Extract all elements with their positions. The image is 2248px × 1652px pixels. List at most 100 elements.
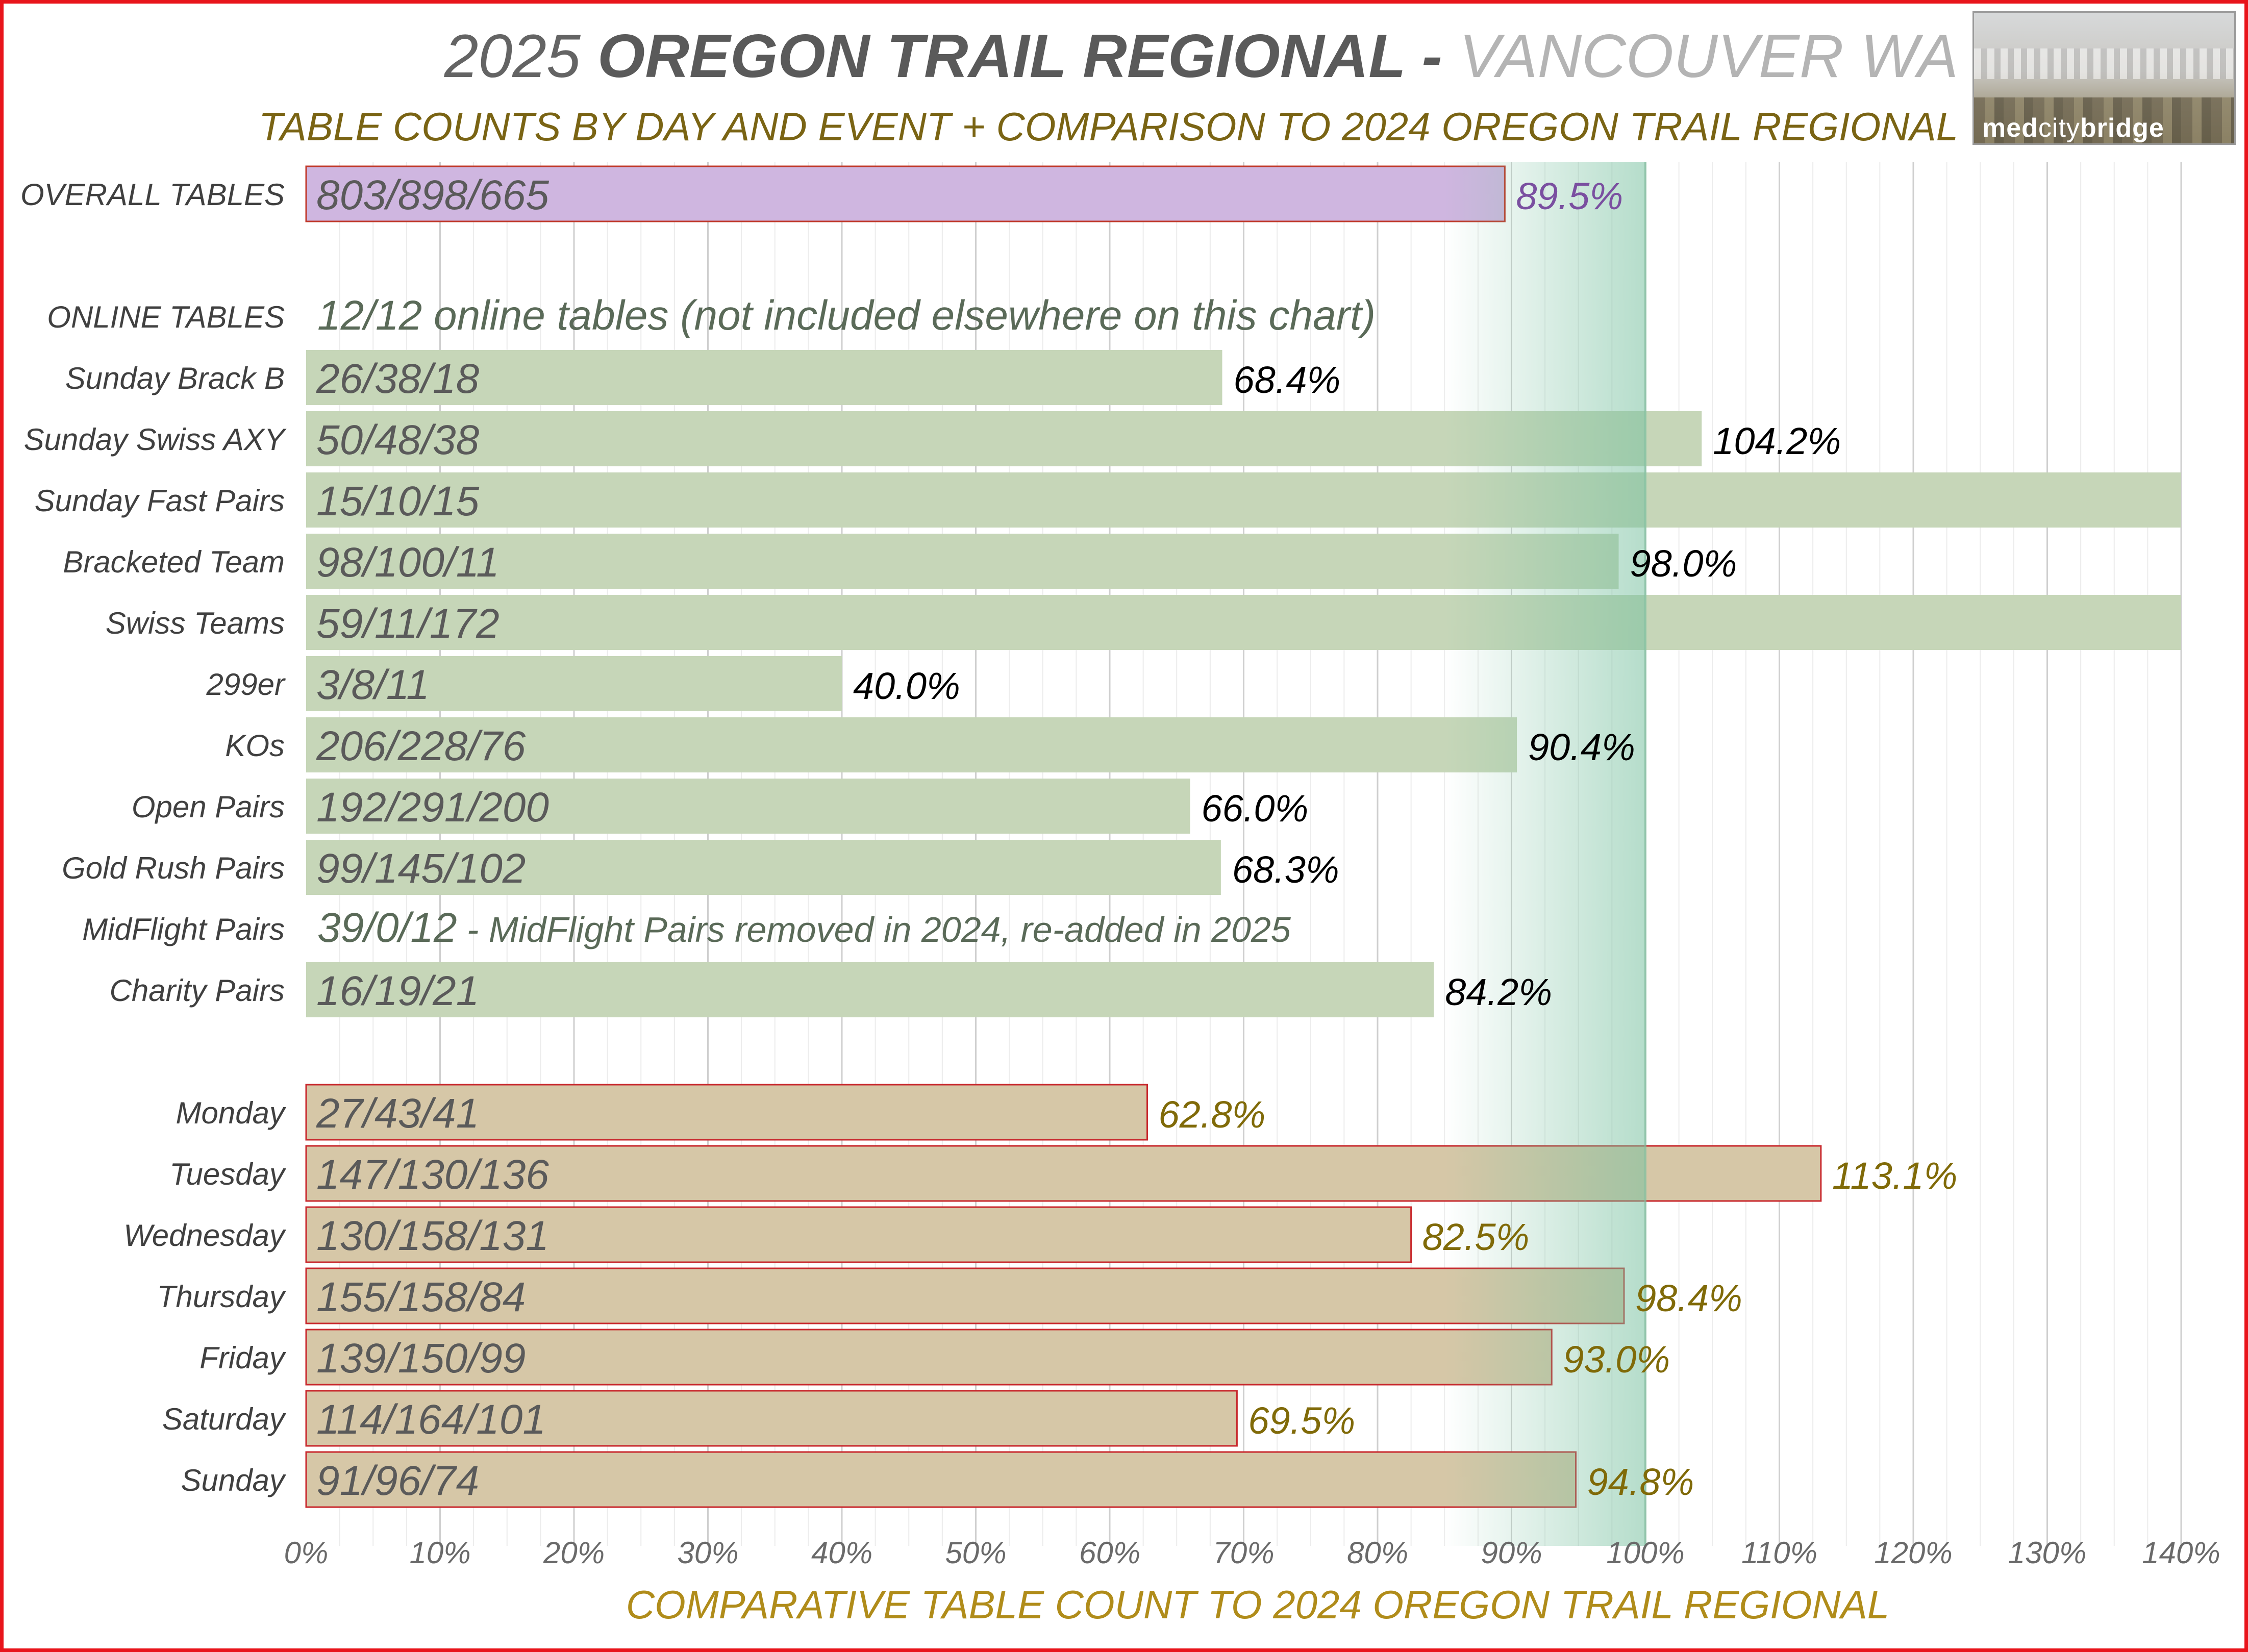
bar-day: [305, 1451, 1577, 1508]
logo-brand-bridge: bridge: [2080, 113, 2164, 143]
bar-value-label: 99/145/102: [316, 845, 526, 892]
bar-labels: 803/898/665 89.5% 12/12 online tables (not…: [316, 172, 1957, 1504]
bar-value-label: 15/10/15: [316, 478, 480, 524]
bar-value-label: 147/130/136: [316, 1152, 549, 1198]
x-tick-label: 100%: [1606, 1536, 1684, 1570]
category-label: Wednesday: [123, 1218, 287, 1253]
category-label: Sunday: [181, 1463, 287, 1497]
bar-percent-label: 93.0%: [1563, 1338, 1670, 1381]
bar-percent-label: 66.0%: [1202, 787, 1309, 830]
bar-event: [306, 656, 842, 711]
medcitybridge-logo: medcitybridge: [1972, 11, 2236, 145]
bar-percent-label: 113.1%: [1832, 1155, 1958, 1197]
category-label: Charity Pairs: [110, 973, 285, 1008]
note-text: - MidFlight Pairs removed in 2024, re-ad…: [457, 910, 1291, 949]
bar-value-label: 139/150/99: [316, 1335, 526, 1382]
bar-value-label: 50/48/38: [316, 417, 480, 463]
chart-title: 2025 OREGON TRAIL REGIONAL - VANCOUVER W…: [444, 20, 1958, 92]
bar-event: [306, 840, 1221, 895]
bar-value-label: 27/43/41: [316, 1090, 479, 1137]
category-label: Bracketed Team: [63, 545, 285, 579]
bar-percent-label: 90.4%: [1528, 726, 1635, 768]
bar-value-label: 192/291/200: [316, 784, 549, 831]
bar-value-label: 155/158/84: [316, 1274, 526, 1320]
bar-value-label: 130/158/131: [316, 1213, 549, 1259]
bar-percent-label: 98.4%: [1635, 1277, 1742, 1319]
bar-day: [305, 1390, 1238, 1447]
bar-percent-label: 104.2%: [1713, 420, 1841, 462]
bar-event: [306, 779, 1190, 834]
category-label: OVERALL TABLES: [20, 178, 285, 212]
bar-day: [305, 1329, 1553, 1386]
bar-day: [305, 1267, 1625, 1324]
hundred-percent-band: [1444, 162, 1646, 1546]
bar-percent-label: 40.0%: [853, 665, 960, 707]
bar-value-label: 16/19/21: [316, 968, 479, 1014]
title-year: 2025: [444, 22, 598, 90]
bar-event: [306, 350, 1222, 405]
x-tick-label: 70%: [1213, 1536, 1274, 1570]
note-counts: 12/12 online tables (not included elsewh…: [317, 292, 1376, 339]
x-tick-label: 90%: [1481, 1536, 1542, 1570]
bar-value-label: 98/100/11: [316, 539, 499, 586]
bar-percent-label: 89.5%: [1516, 175, 1623, 217]
category-label: Monday: [176, 1096, 287, 1130]
logo-brand-text: medcitybridge: [1982, 113, 2164, 143]
bar-event: [306, 534, 1619, 589]
x-tick-label: 10%: [409, 1536, 470, 1570]
hundred-percent-shade: [1444, 162, 1645, 1546]
category-label: Open Pairs: [132, 790, 285, 824]
category-label: Saturday: [162, 1402, 287, 1436]
bar-event: [306, 595, 2181, 650]
category-label: Sunday Brack B: [65, 361, 285, 395]
x-tick-label: 0%: [284, 1536, 329, 1570]
bar-value-label: 206/228/76: [316, 723, 526, 769]
bar-percent-label: 69.5%: [1248, 1399, 1355, 1442]
x-tick-label: 80%: [1347, 1536, 1408, 1570]
category-label: Thursday: [157, 1280, 287, 1314]
bar-value-label: 26/38/18: [316, 356, 480, 402]
x-tick-label: 20%: [543, 1536, 605, 1570]
x-tick-label: 110%: [1741, 1536, 1817, 1570]
bar-event: [306, 717, 1517, 772]
x-tick-label: 140%: [2142, 1536, 2220, 1570]
x-tick-label: 40%: [811, 1536, 872, 1570]
category-label: Swiss Teams: [106, 606, 285, 640]
bar-percent-label: 98.0%: [1630, 542, 1737, 585]
note-counts: 39/0/12: [317, 905, 457, 951]
bar-event: [306, 472, 2181, 528]
bar-overall: [305, 165, 1506, 222]
chart-subtitle: TABLE COUNTS BY DAY AND EVENT + COMPARIS…: [258, 104, 1958, 149]
bar-day: [305, 1084, 1148, 1141]
bar-percent-label: 62.8%: [1159, 1093, 1266, 1136]
bar-value-label: 91/96/74: [316, 1458, 479, 1504]
title-location: VANCOUVER WA: [1459, 22, 1958, 90]
category-label: ONLINE TABLES: [47, 300, 285, 334]
x-tick-label: 50%: [945, 1536, 1006, 1570]
category-label: 299er: [206, 667, 286, 702]
logo-brand-city: city: [2038, 113, 2080, 143]
category-label: Sunday Fast Pairs: [35, 484, 285, 518]
bar-percent-label: 94.8%: [1587, 1461, 1694, 1503]
bar-value-label: 3/8/11: [316, 662, 430, 708]
category-label: Sunday Swiss AXY: [24, 422, 287, 457]
bar-event: [306, 962, 1434, 1017]
bar-percent-label: 68.4%: [1234, 359, 1341, 401]
x-tick-label: 60%: [1079, 1536, 1140, 1570]
bar-value-label: 59/11/172: [316, 600, 499, 647]
bar-percent-label: 82.5%: [1422, 1216, 1530, 1258]
bar-day: [305, 1206, 1412, 1263]
logo-photo-city: [1974, 97, 2234, 143]
note-label: 39/0/12 - MidFlight Pairs removed in 202…: [317, 905, 1291, 951]
title-event-name: OREGON TRAIL REGIONAL -: [597, 22, 1459, 90]
bar-percent-label: 68.3%: [1232, 848, 1339, 891]
x-tick-label: 130%: [2008, 1536, 2086, 1570]
logo-brand-med: med: [1982, 113, 2038, 143]
x-tick-label: 120%: [1874, 1536, 1952, 1570]
logo-photo-bridge: [1974, 48, 2234, 79]
category-label: KOs: [225, 729, 285, 763]
category-label: Friday: [199, 1341, 287, 1375]
note-label: 12/12 online tables (not included elsewh…: [317, 292, 1376, 339]
bar-percent-label: 84.2%: [1445, 971, 1552, 1013]
